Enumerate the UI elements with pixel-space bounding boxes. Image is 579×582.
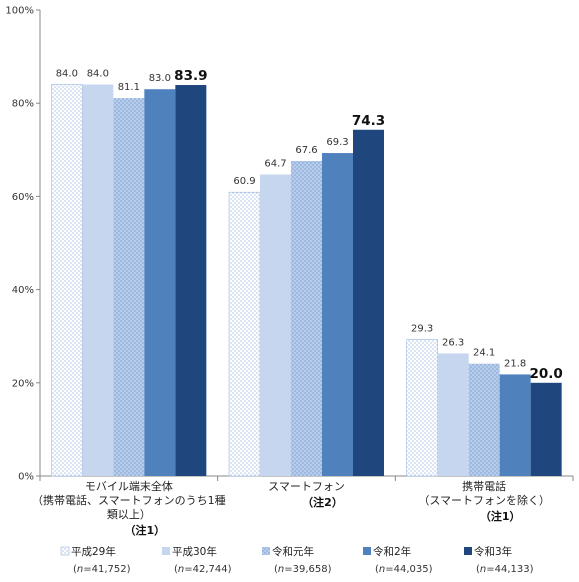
bar bbox=[51, 84, 83, 477]
category-label: 類以上） bbox=[107, 508, 151, 521]
category-label: モバイル端末全体 bbox=[85, 479, 173, 493]
legend-swatch bbox=[262, 547, 270, 555]
data-label: 67.6 bbox=[295, 145, 317, 156]
data-label: 21.8 bbox=[504, 358, 526, 369]
data-label: 26.3 bbox=[442, 337, 464, 348]
data-label: 74.3 bbox=[352, 113, 385, 129]
category-label: （携帯電話、スマートフォンのうち1種 bbox=[32, 493, 226, 507]
legend-swatch bbox=[464, 547, 472, 555]
data-label: 69.3 bbox=[326, 137, 348, 148]
data-label: 24.1 bbox=[473, 348, 495, 359]
data-label: 64.7 bbox=[264, 158, 286, 169]
data-label: 60.9 bbox=[233, 176, 255, 187]
data-label: 29.3 bbox=[411, 323, 433, 334]
bar bbox=[228, 191, 261, 477]
y-tick-label: 80% bbox=[12, 99, 34, 110]
bar bbox=[322, 153, 353, 476]
bar bbox=[82, 84, 114, 476]
data-label: 20.0 bbox=[530, 366, 563, 382]
data-label: 83.0 bbox=[149, 73, 171, 84]
y-tick-label: 40% bbox=[12, 285, 34, 296]
legend-label: 令和3年 bbox=[474, 545, 512, 558]
legend-label: 令和2年 bbox=[373, 545, 411, 558]
category-note: （注1） bbox=[480, 509, 521, 523]
legend-sample-size: (n=39,658) bbox=[274, 564, 332, 575]
bar bbox=[175, 85, 207, 476]
category-label: （スマートフォンを除く） bbox=[418, 493, 550, 507]
bar bbox=[406, 339, 438, 477]
data-label: 81.1 bbox=[118, 82, 140, 93]
y-tick-label: 0% bbox=[18, 472, 34, 483]
bar bbox=[113, 98, 145, 476]
legend-swatch bbox=[363, 547, 371, 555]
legend-sample-size: (n=41,752) bbox=[73, 564, 131, 575]
category-note: （注1） bbox=[125, 523, 166, 537]
legend-sample-size: (n=44,133) bbox=[476, 564, 534, 575]
y-tick-label: 20% bbox=[12, 378, 34, 389]
category-note: （注2） bbox=[302, 495, 343, 509]
data-label: 84.0 bbox=[87, 69, 109, 80]
legend: 平成29年 (n=41,752) 平成30年 (n=42,744) 令和元年 (n=39,… bbox=[60, 545, 534, 575]
bar bbox=[260, 174, 291, 477]
category-label: 携帯電話 bbox=[462, 479, 506, 493]
data-label: 84.0 bbox=[56, 69, 78, 80]
legend-swatch bbox=[60, 546, 70, 556]
bar bbox=[437, 353, 469, 476]
legend-sample-size: (n=44,035) bbox=[375, 564, 433, 575]
legend-label: 平成29年 bbox=[71, 545, 116, 558]
bar bbox=[144, 89, 176, 476]
bar bbox=[353, 129, 384, 476]
bar bbox=[468, 363, 500, 476]
legend-swatch bbox=[162, 547, 170, 555]
bar bbox=[499, 374, 531, 476]
bar bbox=[530, 382, 562, 476]
y-tick-label: 100% bbox=[5, 6, 34, 17]
bar bbox=[291, 160, 322, 476]
category-label: スマートフォン bbox=[268, 480, 345, 493]
y-tick-label: 60% bbox=[12, 192, 34, 203]
value-labels: 84.0 84.0 81.1 83.0 83.9 60.9 64.7 67.6 69.3 74.3… bbox=[56, 68, 563, 382]
legend-label: 平成30年 bbox=[172, 545, 217, 558]
legend-label: 令和元年 bbox=[272, 545, 314, 558]
data-label: 83.9 bbox=[174, 68, 207, 84]
legend-sample-size: (n=42,744) bbox=[174, 564, 232, 575]
bars bbox=[51, 84, 562, 477]
